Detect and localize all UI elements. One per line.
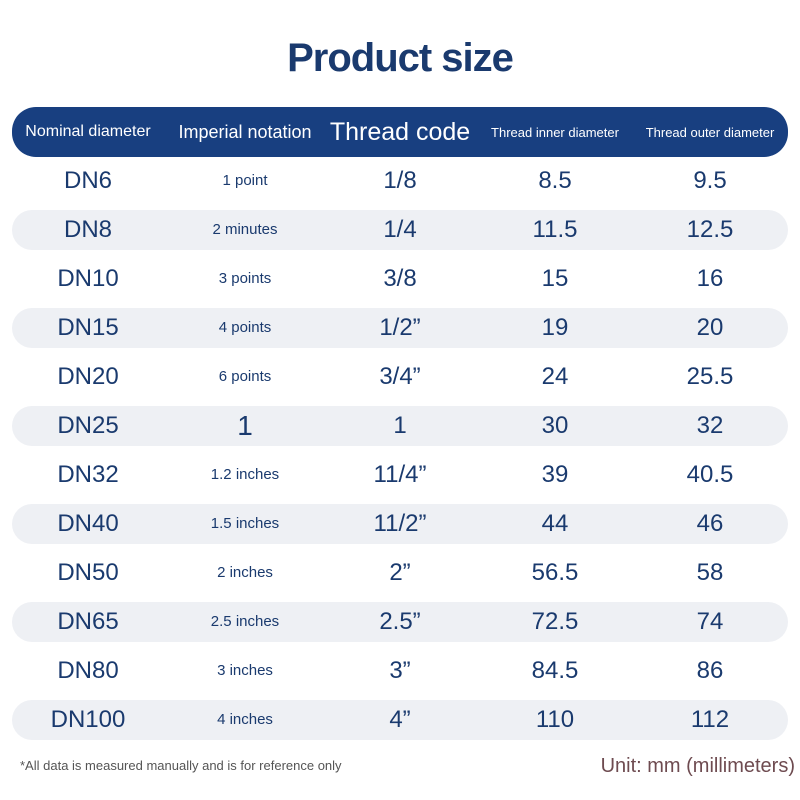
- table-cell: 1 point: [222, 172, 268, 189]
- table-cell: 1/8: [383, 167, 417, 194]
- row-band: [12, 700, 788, 740]
- table-cell: 4”: [389, 706, 411, 733]
- row-band: [12, 406, 788, 446]
- table-cell: DN20: [57, 363, 119, 390]
- table-cell: 8.5: [538, 167, 572, 194]
- row-band: [12, 602, 788, 642]
- footnote: *All data is measured manually and is fo…: [20, 758, 342, 773]
- table-cell: 25.5: [686, 363, 734, 390]
- table-cell: 1/2”: [379, 314, 421, 341]
- table-cell: DN100: [50, 706, 126, 733]
- table-cell: 11/2”: [373, 510, 427, 537]
- table-cell: 2.5”: [379, 608, 421, 635]
- table-cell: 11.5: [532, 216, 578, 243]
- table-cell: 112: [690, 706, 730, 733]
- title: Product size: [287, 36, 514, 80]
- row-band: [12, 210, 788, 250]
- table-cell: 15: [541, 265, 569, 292]
- table-cell: 2.5 inches: [210, 613, 280, 630]
- table-cell: 4 points: [218, 319, 272, 336]
- table-cell: 9.5: [693, 167, 727, 194]
- column-header: Imperial notation: [178, 121, 312, 142]
- table-cell: 6 points: [218, 368, 272, 385]
- table-cell: 74: [696, 608, 724, 635]
- table-cell: 1: [237, 410, 253, 442]
- table-cell: DN6: [63, 167, 112, 194]
- row-band: [12, 308, 788, 348]
- table-cell: 30: [541, 412, 569, 439]
- table-cell: DN40: [57, 510, 119, 537]
- column-header: Thread code: [329, 117, 471, 146]
- table-cell: 2 inches: [217, 564, 273, 581]
- table-cell: 46: [696, 510, 724, 537]
- table-cell: 110: [535, 706, 575, 733]
- table-cell: 44: [541, 510, 569, 537]
- table-cell: 20: [696, 314, 724, 341]
- header-bar: [12, 107, 788, 157]
- table-cell: DN50: [57, 559, 119, 586]
- table-cell: 58: [696, 559, 724, 586]
- table-cell: 16: [696, 265, 724, 292]
- table-cell: 32: [696, 412, 724, 439]
- table-cell: 3”: [389, 657, 411, 684]
- table-cell: DN8: [63, 216, 112, 243]
- table-cell: 3/4”: [379, 363, 421, 390]
- table-cell: 56.5: [531, 559, 579, 586]
- table-cell: 86: [696, 657, 724, 684]
- column-header: Thread inner diameter: [491, 124, 619, 140]
- table-cell: 1.5 inches: [210, 515, 280, 532]
- table-cell: 2 minutes: [212, 221, 278, 238]
- row-band: [12, 504, 788, 544]
- table-cell: 3 inches: [217, 662, 273, 679]
- table-cell: 2”: [389, 559, 411, 586]
- table-cell: DN15: [57, 314, 119, 341]
- table-cell: 4 inches: [217, 711, 273, 728]
- table-cell: DN80: [57, 657, 119, 684]
- table-cell: 39: [541, 461, 569, 488]
- table-cell: 3/8: [383, 265, 417, 292]
- table-cell: 84.5: [531, 657, 579, 684]
- table-cell: 19: [541, 314, 569, 341]
- table-cell: 72.5: [531, 608, 579, 635]
- table-cell: DN65: [57, 608, 119, 635]
- table-cell: 3 points: [218, 270, 272, 287]
- column-header: Nominal diameter: [25, 123, 151, 140]
- unit: Unit: mm (millimeters): [600, 755, 795, 777]
- table-cell: 1.2 inches: [210, 466, 280, 483]
- column-header: Thread outer diameter: [645, 124, 775, 140]
- table-cell: 11/4”: [373, 461, 427, 488]
- table-cell: 40.5: [686, 461, 734, 488]
- table-cell: 1: [393, 412, 407, 439]
- table-cell: DN32: [57, 461, 119, 488]
- table-cell: 1/4: [383, 216, 417, 243]
- table-cell: 24: [541, 363, 569, 390]
- table-cell: 12.5: [686, 216, 734, 243]
- table-cell: DN25: [57, 412, 119, 439]
- table-cell: DN10: [57, 265, 119, 292]
